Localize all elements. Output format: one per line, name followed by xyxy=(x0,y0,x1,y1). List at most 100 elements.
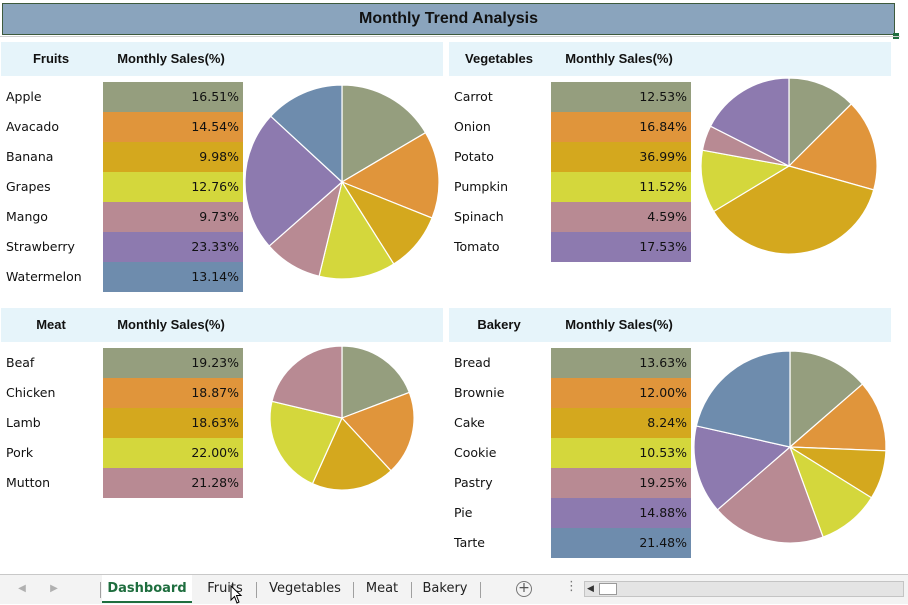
item-name: Brownie xyxy=(454,385,505,400)
triangle-right-icon[interactable]: ▶ xyxy=(50,583,58,594)
table-row[interactable]: Apple 16.51% xyxy=(1,82,243,112)
vegetables-pie-chart[interactable] xyxy=(699,76,879,258)
table-row[interactable]: Pastry 19.25% xyxy=(449,468,691,498)
pie-slice-avacado[interactable] xyxy=(340,131,440,219)
pie-slice-pumpkin[interactable] xyxy=(700,149,791,213)
table-row[interactable]: Carrot 12.53% xyxy=(449,82,691,112)
item-percent: 21.48% xyxy=(551,528,691,558)
vertical-dots-icon[interactable]: ⋮ xyxy=(565,579,578,594)
table-row[interactable]: Mango 9.73% xyxy=(1,202,243,232)
table-row[interactable]: Avacado 14.54% xyxy=(1,112,243,142)
table-row[interactable]: Grapes 12.76% xyxy=(1,172,243,202)
item-percent: 12.00% xyxy=(551,378,691,408)
pie-slice-tarte[interactable] xyxy=(695,350,791,448)
item-percent: 18.63% xyxy=(103,408,243,438)
triangle-left-icon[interactable]: ◀ xyxy=(18,583,26,594)
table-row[interactable]: Pie 14.88% xyxy=(449,498,691,528)
item-name: Pork xyxy=(6,445,34,460)
table-row[interactable]: Cake 8.24% xyxy=(449,408,691,438)
item-percent: 10.53% xyxy=(551,438,691,468)
table-row[interactable]: Bread 13.63% xyxy=(449,348,691,378)
pie-slice-pie[interactable] xyxy=(693,425,792,511)
table-row[interactable]: Strawberry 23.33% xyxy=(1,232,243,262)
item-percent: 13.63% xyxy=(551,348,691,378)
item-name: Pie xyxy=(454,505,473,520)
item-name: Strawberry xyxy=(6,239,75,254)
item-name: Beaf xyxy=(6,355,35,370)
tab-vegetables[interactable]: Vegetables xyxy=(269,581,341,596)
table-row[interactable]: Watermelon 13.14% xyxy=(1,262,243,292)
item-percent: 13.14% xyxy=(103,262,243,292)
scroll-left-icon[interactable]: ◀ xyxy=(587,584,594,594)
table-row[interactable]: Cookie 10.53% xyxy=(449,438,691,468)
pie-slice-strawberry[interactable] xyxy=(244,115,343,247)
table-row[interactable]: Potato 36.99% xyxy=(449,142,691,172)
pie-slice-apple[interactable] xyxy=(341,84,427,184)
scrollbar-thumb[interactable] xyxy=(599,583,617,595)
item-name: Mutton xyxy=(6,475,51,490)
tab-bakery[interactable]: Bakery xyxy=(422,581,468,596)
item-name: Tarte xyxy=(454,535,485,550)
table-row[interactable]: Mutton 21.28% xyxy=(1,468,243,498)
item-percent: 12.53% xyxy=(551,82,691,112)
pie-slice-beaf[interactable] xyxy=(341,345,411,419)
table-row[interactable]: Tomato 17.53% xyxy=(449,232,691,262)
table-row[interactable]: Pork 22.00% xyxy=(1,438,243,468)
tab-dashboard[interactable]: Dashboard xyxy=(102,575,192,603)
meat-pie-chart[interactable] xyxy=(267,344,417,494)
pie-slice-onion[interactable] xyxy=(787,103,878,191)
pie-slice-chicken[interactable] xyxy=(340,391,415,472)
item-percent: 19.23% xyxy=(103,348,243,378)
item-percent: 12.76% xyxy=(103,172,243,202)
category-header[interactable]: Meat xyxy=(36,317,66,332)
bakery-pie-chart[interactable] xyxy=(693,350,889,546)
pie-slice-carrot[interactable] xyxy=(788,77,853,168)
fruits-pie-chart[interactable] xyxy=(244,84,442,282)
table-row[interactable]: Onion 16.84% xyxy=(449,112,691,142)
table-row[interactable]: Tarte 21.48% xyxy=(449,528,691,558)
panel-header: Bakery Monthly Sales(%) xyxy=(449,308,891,342)
item-name: Tomato xyxy=(454,239,500,254)
item-name: Onion xyxy=(454,119,491,134)
table-row[interactable]: Pumpkin 11.52% xyxy=(449,172,691,202)
pie-slice-brownie[interactable] xyxy=(788,383,887,452)
item-percent: 36.99% xyxy=(551,142,691,172)
tab-meat[interactable]: Meat xyxy=(365,581,399,596)
worksheet[interactable]: Monthly Trend Analysis Fruits Monthly Sa… xyxy=(0,0,908,574)
pie-slice-watermelon[interactable] xyxy=(269,84,343,184)
table-row[interactable]: Brownie 12.00% xyxy=(449,378,691,408)
pie-slice-pork[interactable] xyxy=(269,400,343,485)
pie-slice-grapes[interactable] xyxy=(318,180,395,280)
tab-separator xyxy=(256,582,257,598)
item-name: Cookie xyxy=(454,445,497,460)
dashboard-title[interactable]: Monthly Trend Analysis xyxy=(2,3,899,39)
tab-fruits[interactable]: Fruits xyxy=(207,581,243,596)
vegetables-panel: Vegetables Monthly Sales(%) Carrot 12.53%… xyxy=(449,42,891,292)
dashboard-title-text: Monthly Trend Analysis xyxy=(359,10,538,27)
category-header[interactable]: Bakery xyxy=(477,317,521,332)
metric-header[interactable]: Monthly Sales(%) xyxy=(117,317,225,332)
item-percent: 14.54% xyxy=(103,112,243,142)
table-row[interactable]: Banana 9.98% xyxy=(1,142,243,172)
plus-circle-icon[interactable]: + xyxy=(516,581,532,597)
metric-header[interactable]: Monthly Sales(%) xyxy=(117,51,225,66)
category-header[interactable]: Vegetables xyxy=(465,51,533,66)
pie-slice-lamb[interactable] xyxy=(311,416,392,491)
pie-slice-mutton[interactable] xyxy=(271,345,343,419)
pie-slice-pastry[interactable] xyxy=(716,445,824,544)
pie-slice-tomato[interactable] xyxy=(709,77,790,167)
table-row[interactable]: Spinach 4.59% xyxy=(449,202,691,232)
item-name: Avacado xyxy=(6,119,59,134)
horizontal-scrollbar[interactable]: ◀ xyxy=(584,581,904,597)
item-percent: 18.87% xyxy=(103,378,243,408)
table-row[interactable]: Chicken 18.87% xyxy=(1,378,243,408)
pie-slice-bread[interactable] xyxy=(789,350,864,449)
item-name: Watermelon xyxy=(6,269,82,284)
category-header[interactable]: Fruits xyxy=(32,51,70,66)
metric-header[interactable]: Monthly Sales(%) xyxy=(565,317,673,332)
item-name: Cake xyxy=(454,415,485,430)
metric-header[interactable]: Monthly Sales(%) xyxy=(565,51,673,66)
table-row[interactable]: Lamb 18.63% xyxy=(1,408,243,438)
table-row[interactable]: Beaf 19.23% xyxy=(1,348,243,378)
item-percent: 14.88% xyxy=(551,498,691,528)
